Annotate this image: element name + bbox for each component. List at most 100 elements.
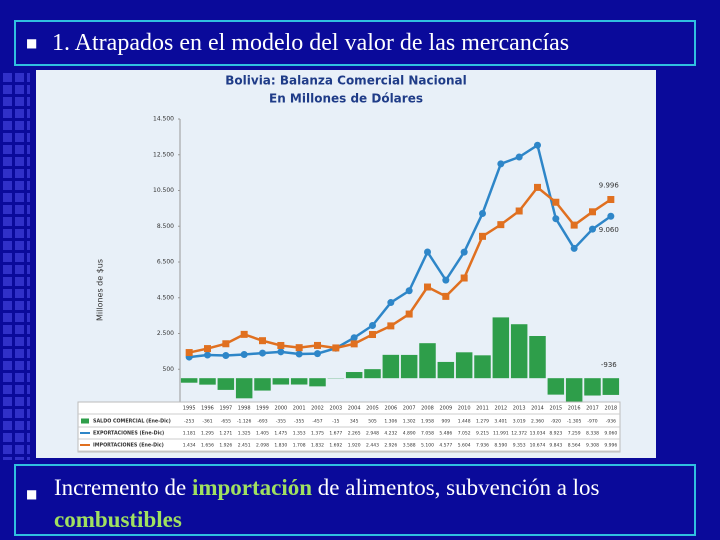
bar: [437, 361, 455, 379]
bar: [492, 317, 510, 379]
table-cell: -355: [294, 419, 304, 425]
table-cell: 1.325: [238, 431, 251, 437]
y-tick-label: 10.500: [153, 187, 174, 194]
bullet-highlight: combustibles: [54, 507, 182, 532]
chart-subtitle: En Millones de Dólares: [269, 92, 423, 106]
table-cell: 1.302: [403, 419, 416, 425]
x-tick-label: 2007: [403, 406, 416, 412]
table-cell: 1.271: [219, 431, 232, 437]
marker: [479, 209, 486, 217]
table-cell: 3.019: [513, 419, 526, 425]
table-cell: 9.843: [549, 443, 562, 449]
x-tick-label: 2004: [348, 406, 361, 412]
table-cell: -253: [184, 419, 194, 425]
marker: [460, 274, 468, 282]
marker: [479, 232, 486, 240]
table-cell: 1.405: [256, 431, 269, 437]
table-cell: 10.674: [530, 443, 546, 449]
marker: [277, 348, 285, 356]
bar: [290, 378, 308, 385]
marker: [460, 248, 468, 256]
table-cell: -361: [202, 419, 212, 425]
table-cell: 909: [442, 419, 451, 425]
bar: [565, 378, 583, 402]
table-cell: 1.832: [311, 443, 324, 449]
bar: [254, 378, 271, 391]
bar: [400, 354, 418, 379]
bar: [272, 378, 290, 385]
table-cell: 505: [368, 419, 377, 425]
marker: [497, 221, 505, 229]
marker: [222, 351, 230, 359]
table-cell: 9.996: [604, 443, 617, 449]
marker: [259, 337, 266, 345]
table-cell: 1.656: [201, 443, 214, 449]
table-cell: 12.372: [511, 431, 527, 437]
x-tick-label: 1996: [201, 406, 214, 412]
table-cell: 1.475: [274, 431, 287, 437]
legend-label: IMPORTACIONES (Ene-Dic): [93, 443, 164, 449]
heading: 1. Atrapados en el modelo del valor de l…: [52, 30, 570, 56]
bar: [382, 354, 400, 379]
bar: [474, 355, 491, 379]
bullet-text: Incremento de: [54, 475, 192, 500]
marker: [277, 341, 285, 349]
bar: [547, 378, 565, 395]
table-cell: 1.692: [329, 443, 342, 449]
table-cell: -693: [257, 419, 267, 425]
bullet-text: de alimentos, subvención a los: [312, 475, 600, 500]
x-tick-label: 2017: [586, 406, 599, 412]
y-tick-label: 8.500: [157, 223, 174, 230]
legend-swatch: [81, 418, 89, 424]
x-tick-label: 1995: [183, 406, 196, 412]
table-cell: 8.923: [549, 431, 562, 437]
x-tick-label: 2009: [439, 406, 452, 412]
x-tick-label: 2015: [549, 406, 562, 412]
bar: [309, 378, 326, 387]
marker: [240, 330, 248, 338]
marker: [442, 276, 450, 284]
table-cell: 2.451: [238, 443, 251, 449]
x-tick-label: 2003: [329, 406, 342, 412]
x-tick-label: 1999: [256, 406, 269, 412]
marker: [222, 340, 230, 348]
y-tick-label: 4.500: [157, 294, 174, 301]
table-cell: 1.958: [421, 419, 434, 425]
chart-background: [36, 70, 656, 458]
y-tick-label: 6.500: [157, 259, 174, 266]
bullet-icon: ■: [26, 487, 38, 501]
bullet-icon: ■: [26, 36, 38, 50]
marker: [350, 340, 358, 348]
table-cell: 7.052: [458, 431, 471, 437]
marker: [442, 292, 450, 300]
bar: [364, 369, 381, 379]
marker: [570, 221, 578, 229]
y-tick-label: 14.500: [153, 116, 174, 123]
x-tick-label: 1998: [238, 406, 251, 412]
bullet-highlight: importación: [191, 475, 313, 500]
table-cell: -457: [312, 419, 322, 425]
table-cell: 1.830: [274, 443, 287, 449]
table-cell: 2.926: [384, 443, 397, 449]
table-cell: -355: [276, 419, 286, 425]
bar: [510, 324, 528, 379]
bar: [235, 378, 253, 399]
marker: [387, 322, 395, 330]
chart: Bolivia: Balanza Comercial Nacional En M…: [36, 70, 656, 458]
table-cell: 1.353: [293, 431, 306, 437]
table-cell: 11.991: [493, 431, 509, 437]
table-cell: -655: [221, 419, 231, 425]
table-cell: 1.306: [384, 419, 397, 425]
marker: [424, 283, 431, 291]
table-cell: 3.588: [403, 443, 416, 449]
x-tick-label: 2012: [494, 406, 507, 412]
marker: [589, 225, 596, 233]
marker: [534, 141, 541, 149]
marker: [589, 208, 596, 216]
marker: [497, 160, 505, 168]
annotation: 9.996: [599, 182, 620, 190]
bar: [217, 378, 235, 390]
table-cell: 1.926: [219, 443, 232, 449]
chart-title: Bolivia: Balanza Comercial Nacional: [225, 74, 466, 88]
